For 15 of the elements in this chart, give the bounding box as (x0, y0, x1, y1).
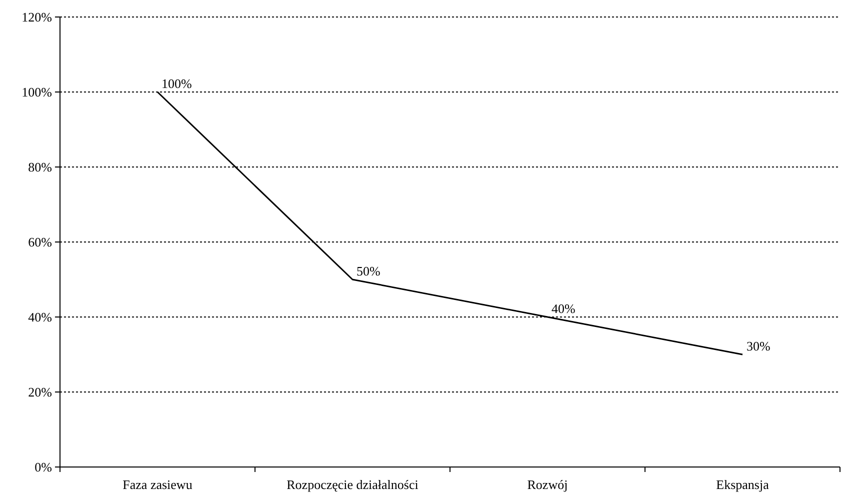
y-tick-label: 120% (22, 10, 52, 25)
x-tick-label: Rozwój (527, 477, 568, 492)
y-tick-label: 20% (28, 384, 52, 400)
y-tick-label: 60% (28, 234, 52, 250)
x-tick-label: Faza zasiewu (122, 477, 193, 492)
data-label: 30% (746, 338, 770, 354)
y-tick-label: 40% (28, 310, 52, 325)
y-tick-label: 80% (28, 160, 52, 175)
data-label: 40% (552, 301, 576, 316)
data-label: 100% (162, 76, 192, 91)
data-label: 50% (356, 264, 380, 278)
y-tick-label: 0% (34, 460, 52, 475)
y-tick-label: 100% (22, 84, 52, 100)
x-tick-label: Ekspansja (716, 477, 770, 492)
x-tick-label: Rozpoczęcie działalności (286, 477, 419, 492)
